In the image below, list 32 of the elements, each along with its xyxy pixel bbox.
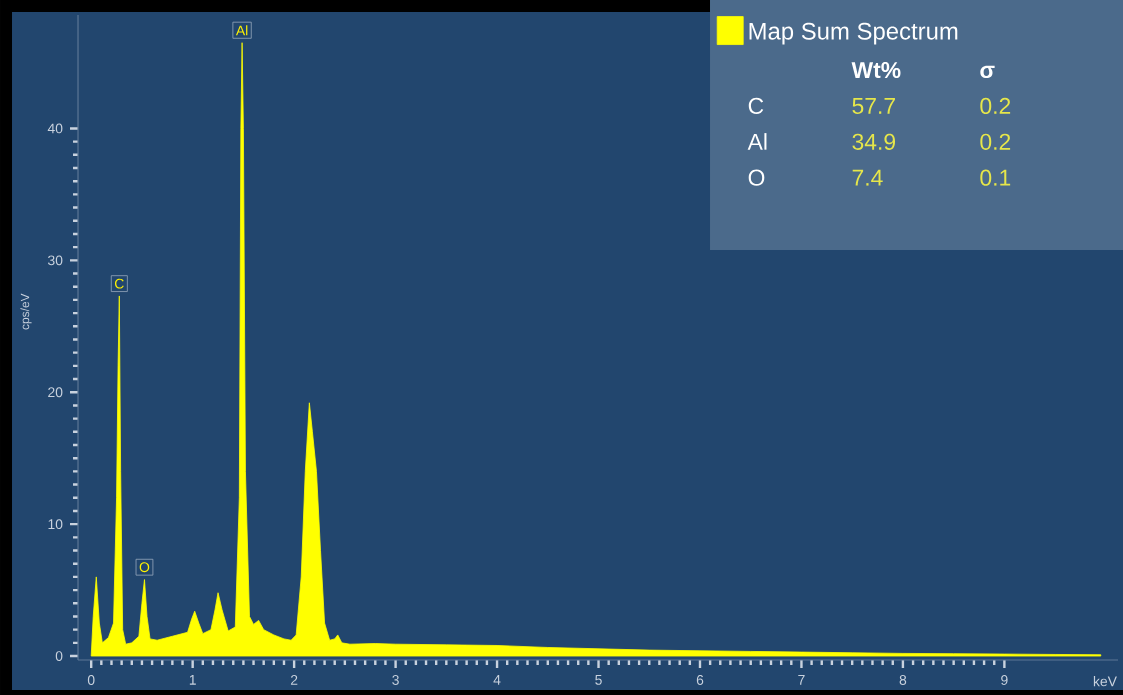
x-tick-label: 0 bbox=[87, 675, 95, 685]
x-tick-label: 5 bbox=[595, 675, 602, 685]
y-tick-label: 10 bbox=[48, 519, 63, 530]
x-tick-label: 6 bbox=[696, 675, 704, 685]
x-tick-label: 1 bbox=[189, 675, 196, 685]
annotation: O bbox=[748, 169, 765, 186]
annotation: Al bbox=[235, 25, 248, 36]
annotation: 34.9 bbox=[852, 133, 896, 150]
y-tick-label: 40 bbox=[47, 123, 63, 134]
annotation: Al bbox=[747, 133, 767, 150]
annotation: 0.2 bbox=[980, 97, 1011, 115]
y-tick-label: 20 bbox=[48, 387, 63, 398]
annotation: O bbox=[139, 562, 150, 573]
x-tick-label: 8 bbox=[899, 675, 907, 685]
annotation: Wt% bbox=[851, 61, 901, 79]
y-tick-label: 0 bbox=[55, 651, 63, 661]
x-tick-label: 2 bbox=[290, 675, 298, 685]
legend-label: Map Sum Spectrum bbox=[749, 22, 958, 45]
x-axis-title: keV bbox=[1093, 676, 1117, 687]
x-tick-label: 7 bbox=[798, 675, 805, 685]
x-tick-label: 4 bbox=[493, 675, 501, 685]
x-tick-label: 9 bbox=[1001, 675, 1008, 685]
annotation: 7.4 bbox=[852, 169, 883, 186]
annotation: 0.1 bbox=[980, 169, 1011, 186]
annotation: C bbox=[748, 97, 764, 115]
y-tick-label: 30 bbox=[47, 255, 63, 266]
annotation: σ bbox=[980, 65, 995, 79]
y-axis-title: cps/eV bbox=[20, 293, 32, 330]
annotation: 0.2 bbox=[980, 133, 1011, 150]
annotation: 57.7 bbox=[852, 98, 895, 115]
annotation: C bbox=[114, 278, 124, 289]
x-tick-label: 3 bbox=[392, 675, 399, 685]
